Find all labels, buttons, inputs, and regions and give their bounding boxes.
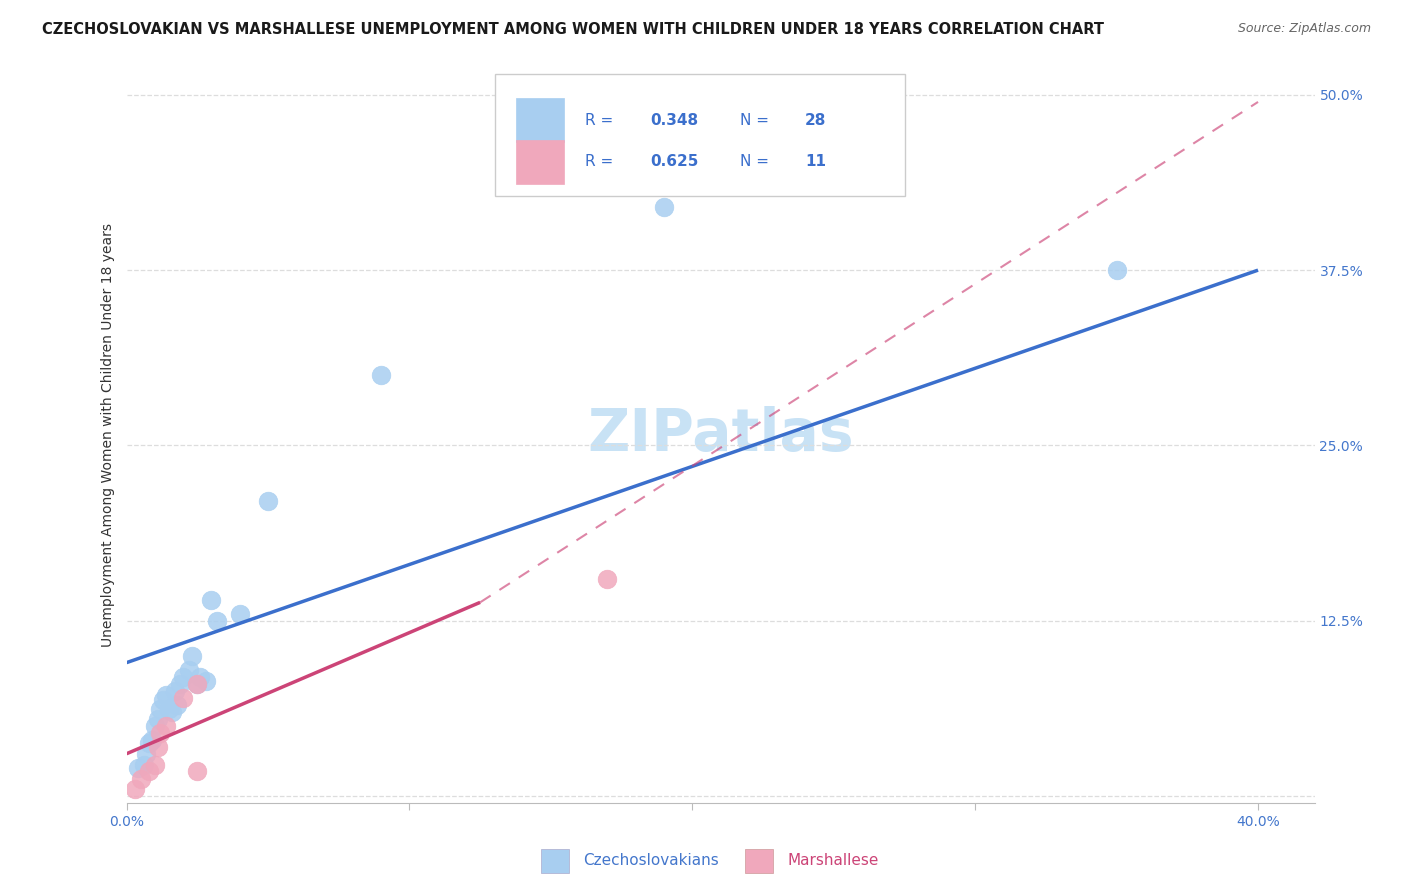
Point [177,663,200,677]
Point [186,764,208,778]
Point [141,732,163,747]
Point [132,758,155,772]
Point [149,725,172,739]
Text: Marshallese: Marshallese [787,854,879,868]
Point [155,719,177,733]
Point [143,719,166,733]
Text: ZIPatlas: ZIPatlas [588,407,853,463]
Point [163,683,186,698]
Point [146,739,169,754]
Point [135,747,157,761]
Point [138,735,160,749]
Point [172,670,194,684]
Text: R =: R = [585,154,619,169]
Text: Source: ZipAtlas.com: Source: ZipAtlas.com [1237,22,1371,36]
Point [155,688,177,702]
Point [172,690,194,705]
Point [138,764,160,778]
Point [129,772,152,786]
Text: 0.625: 0.625 [651,154,699,169]
Point [1105,263,1128,277]
Text: CZECHOSLOVAKIAN VS MARSHALLESE UNEMPLOYMENT AMONG WOMEN WITH CHILDREN UNDER 18 Y: CZECHOSLOVAKIAN VS MARSHALLESE UNEMPLOYM… [42,22,1104,37]
Text: N =: N = [740,113,773,128]
Point [186,676,208,690]
Point [180,648,202,663]
Point [152,693,174,707]
Bar [516,140,564,184]
Point [127,761,149,775]
Point [169,676,191,690]
Point [652,200,675,214]
Text: 28: 28 [804,113,827,128]
Bar [516,98,564,143]
Text: Czechoslovakians: Czechoslovakians [583,854,720,868]
Point [200,592,222,607]
Point [160,705,183,719]
Point [149,702,172,716]
FancyBboxPatch shape [495,74,904,195]
Text: 0.348: 0.348 [651,113,699,128]
Point [205,614,228,628]
Point [188,670,211,684]
Point [124,781,146,796]
Point [228,607,250,621]
Point [143,758,166,772]
Point [194,673,217,688]
Y-axis label: Unemployment Among Women with Children Under 18 years: Unemployment Among Women with Children U… [101,223,115,647]
Text: 11: 11 [804,154,825,169]
Point [370,368,392,383]
Point [166,698,188,712]
Point [257,494,280,508]
Text: N =: N = [740,154,773,169]
Point [157,702,180,716]
Point [186,676,208,690]
Text: R =: R = [585,113,619,128]
Point [146,712,169,726]
Point [596,572,619,586]
